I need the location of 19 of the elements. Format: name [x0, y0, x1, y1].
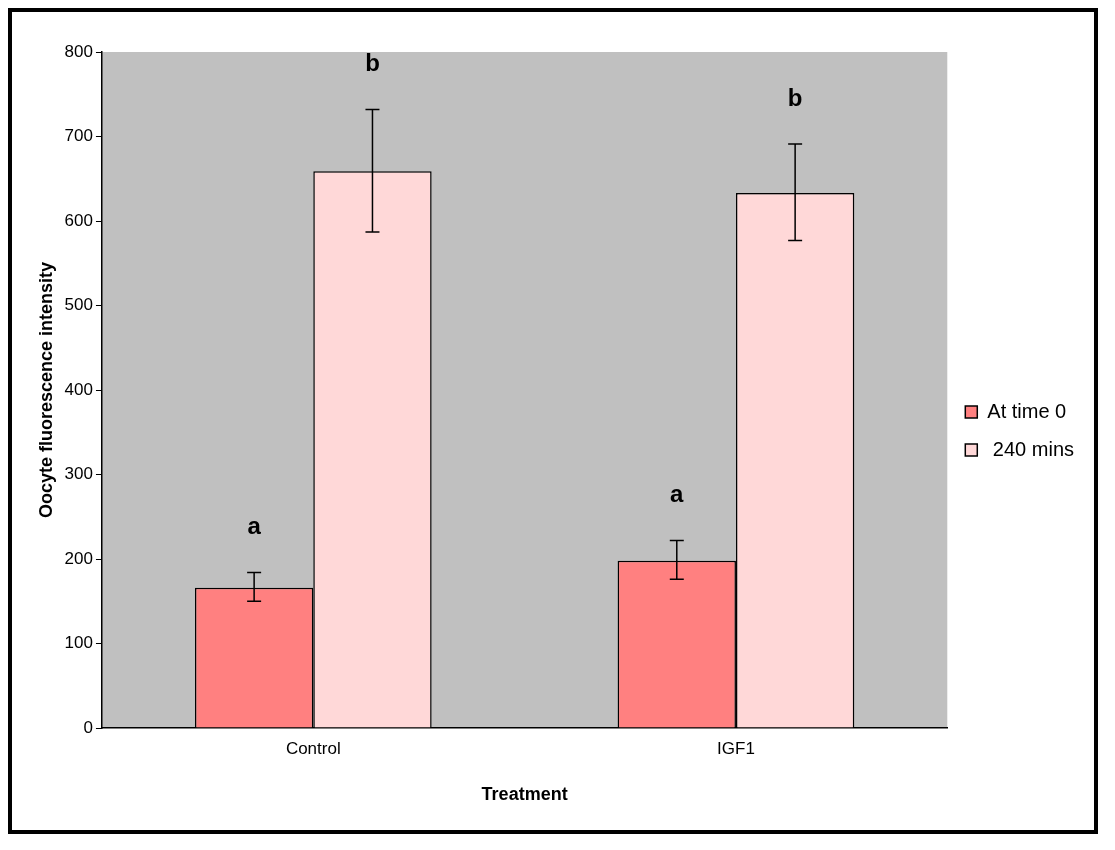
y-tick-label: 300 — [64, 464, 93, 484]
legend-label: At time 0 — [987, 399, 1067, 422]
x-axis-title: Treatment — [481, 784, 568, 805]
annotation: b — [365, 49, 380, 77]
y-tick-label: 500 — [64, 295, 93, 315]
x-tick-label: Control — [285, 738, 341, 758]
legend-label: 240 mins — [987, 437, 1075, 460]
x-tick-label: IGF1 — [717, 738, 755, 758]
y-tick-label: 400 — [64, 379, 93, 399]
y-tick-label: 800 — [64, 41, 93, 61]
annotation: a — [247, 512, 262, 540]
y-tick-label: 0 — [83, 717, 93, 737]
y-tick-label: 200 — [64, 548, 93, 568]
annotation: a — [670, 480, 685, 508]
y-tick-label: 100 — [64, 633, 93, 653]
y-tick-label: 700 — [64, 126, 93, 146]
y-axis-title: Oocyte fluorescence intensity — [35, 261, 56, 519]
annotation: b — [787, 83, 803, 111]
y-tick-label: 600 — [64, 210, 93, 230]
